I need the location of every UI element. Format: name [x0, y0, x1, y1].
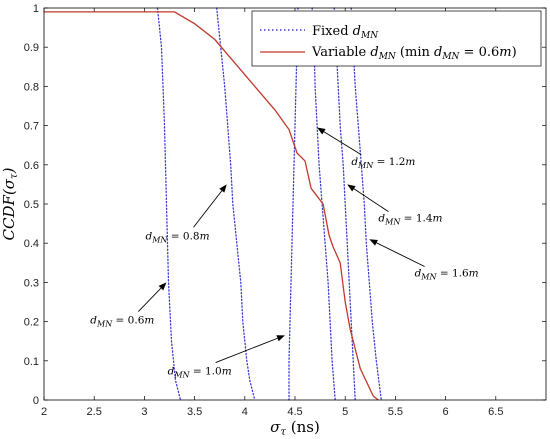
annotation-label: dMN = 0.8m: [145, 230, 209, 244]
variable-dmn-line: [44, 11, 379, 401]
y-tick-label: 0.6: [24, 160, 39, 172]
y-tick-label: 1: [33, 3, 39, 15]
legend: Fixed dMN Variable dMN (min dMN = 0.6m): [251, 10, 542, 67]
fixed-dmn-curve: [288, 7, 299, 401]
plot-frame: [43, 7, 547, 401]
fixed-dmn-curve: [311, 7, 336, 401]
annotation-label: dMN = 1.4m: [378, 213, 442, 227]
x-tick-label: 6: [443, 406, 449, 418]
legend-variable-label: Variable dMN (min dMN = 0.6m): [311, 45, 517, 62]
y-tick-label: 0.7: [24, 121, 39, 133]
x-tick-label: 6.5: [488, 406, 503, 418]
annotation-arrowhead: [276, 335, 285, 342]
annotation-arrow: [323, 131, 362, 156]
axis-ticks: 2 2.5 3 3.5 4 4.5 5 5.5 6 6.5 0 0.1 0.2 0.3 0.4 0.5 0.6 0…: [24, 3, 546, 418]
annotation-arrowhead: [347, 184, 356, 192]
x-tick-label: 2: [41, 406, 47, 418]
y-tick-label: 0.5: [24, 199, 39, 211]
annotation-arrowhead: [317, 127, 326, 135]
y-tick-label: 0: [33, 395, 39, 407]
x-tick-label: 2.5: [87, 406, 102, 418]
annotation-label: dMN = 1.0m: [168, 366, 232, 380]
x-axis-label: στ (ns): [270, 418, 320, 438]
y-tick-label: 0.4: [24, 238, 39, 250]
annotation-label: dMN = 1.2m: [351, 156, 415, 170]
annotation-arrow: [215, 337, 278, 363]
annotation-arrowhead: [219, 184, 227, 193]
x-tick-label: 3: [141, 406, 147, 418]
x-tick-label: 4.5: [287, 406, 302, 418]
x-tick-label: 3.5: [187, 406, 202, 418]
annotation-arrow: [376, 242, 425, 267]
plot-background: [44, 8, 546, 400]
y-axis-label: CCDF(στ): [0, 167, 20, 240]
fixed-dmn-curve: [350, 7, 382, 401]
x-tick-label: 4: [242, 406, 248, 418]
fixed-dmn-curve: [216, 7, 256, 401]
x-tick-label: 5.5: [388, 406, 403, 418]
annotation-arrow: [353, 188, 389, 213]
legend-box: [251, 10, 542, 67]
fixed-dmn-curves: [156, 7, 382, 401]
annotation-label: dMN = 0.6m: [90, 315, 154, 329]
y-tick-label: 0.8: [24, 81, 39, 93]
annotation-arrowhead: [369, 239, 378, 246]
annotation-arrow: [193, 190, 223, 228]
fixed-dmn-curve: [156, 7, 182, 401]
annotation-arrow: [137, 287, 162, 312]
y-tick-label: 0.1: [24, 356, 39, 368]
y-tick-label: 0.2: [24, 317, 39, 329]
y-tick-label: 0.3: [24, 277, 39, 289]
x-tick-label: 5: [342, 406, 348, 418]
y-tick-label: 0.9: [24, 42, 39, 54]
annotation-arrowhead: [158, 282, 167, 291]
annotation-label: dMN = 1.6m: [415, 268, 479, 282]
annotations: dMN = 0.6m dMN = 0.8m dMN = 1.0m dMN = 1.2m…: [90, 127, 479, 380]
